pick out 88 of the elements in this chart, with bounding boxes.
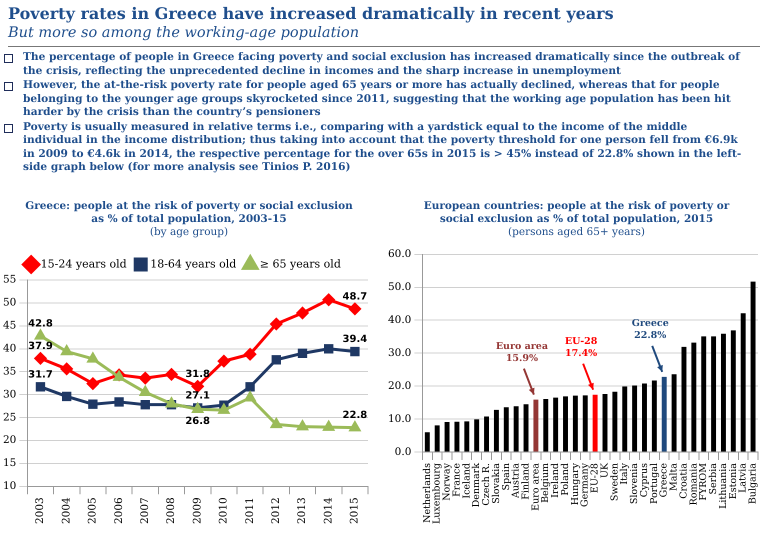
- data-label: 48.7: [342, 291, 368, 302]
- x-tick-label: 2014: [322, 496, 334, 524]
- data-label: 22.8: [342, 410, 368, 422]
- text: The percentage of people in Greece facing poverty and social exclusion has increased dramatically since the outbreak of the crisis, reflecting the unprecedented decline in incomes and the sharp increase in unemployment: [23, 51, 742, 78]
- y-tick-label: 60.0: [388, 248, 412, 260]
- legend-label: 15-24 years old: [40, 257, 127, 270]
- y-tick-label: 20: [2, 434, 16, 446]
- x-tick-label: 2015: [348, 497, 361, 524]
- y-tick-label: 40.0: [388, 314, 412, 326]
- annotation: EU-28 17.4%: [564, 336, 598, 359]
- data-label: 31.8: [185, 368, 210, 380]
- x-tick-label: Italy: [619, 462, 630, 485]
- text: Poverty is usually measured in relative terms i.e., comparing with a yardstick equal to the income of the middle individual in the income distribution; thus taking into account that the poverty threshold for one person fell from €6.9k in 2009 to €4.6k in 2014, the respective percentage for the over 65s in 2015 is > 45% instead of 22.8% shown in the left-side graph below (for more analysis see Tinios P. 2016): [23, 120, 742, 174]
- y-tick-label: 30.0: [388, 346, 412, 359]
- x-tick-label: Greece: [658, 462, 670, 498]
- x-tick-label: Denmark: [471, 462, 482, 508]
- data-label: 37.9: [28, 340, 53, 352]
- x-tick-label: France: [451, 462, 462, 497]
- data-label: 27.1: [185, 390, 210, 402]
- x-tick-label: Luxembourg: [432, 463, 443, 524]
- x-tick-label: 2003: [34, 497, 46, 524]
- x-tick-label: EU-28: [590, 463, 601, 494]
- chart-subtitle: (by age group): [148, 226, 230, 239]
- x-tick-label: Portugal: [648, 463, 660, 504]
- x-tick-label: Germany: [580, 462, 591, 507]
- x-tick-label: Slovakia: [490, 462, 502, 504]
- x-tick-label: Malta: [668, 462, 680, 491]
- x-tick-label: 2010: [218, 497, 230, 524]
- x-tick-label: Austria: [510, 462, 522, 499]
- chart-subtitle: (persons aged 65+ years): [507, 226, 646, 239]
- x-tick-label: Croatia: [678, 462, 690, 499]
- x-tick-label: Bulgaria: [748, 462, 759, 504]
- y-tick-label: 0.0: [394, 446, 412, 458]
- x-tick-label: 2011: [244, 497, 256, 524]
- annotation: Euro area 15.9%: [496, 340, 548, 364]
- x-tick-label: Estonia: [728, 462, 739, 500]
- chart-title: European countries: people at the risk of poverty or social exclusion as % of total population, 2015: [422, 200, 730, 226]
- y-tick-label: 35: [2, 365, 16, 378]
- y-tick-label: 10: [2, 480, 16, 492]
- x-tick-label: Belgium: [540, 463, 552, 503]
- text: However, the at-the-risk poverty rate for people aged 65 years or more has actually declined, whereas that for people belonging to the younger age groups skyrocketed since 2011, suggesting that the working age population has been hit harder by the crisis than the country’s pensioners: [23, 79, 732, 120]
- y-tick-label: 55: [2, 274, 16, 286]
- annotation: Greece 22.8%: [632, 318, 669, 342]
- x-tick-label: 2012: [270, 497, 282, 524]
- y-tick-label: 45: [2, 320, 16, 332]
- x-tick-label: UK: [599, 462, 610, 478]
- y-tick-label: 10.0: [388, 412, 412, 425]
- x-tick-label: Lithuania: [718, 462, 729, 509]
- x-tick-label: 2006: [112, 496, 125, 524]
- x-tick-label: Czech R.: [481, 463, 492, 506]
- chart-title: Greece: people at the risk of poverty or social exclusion as % of total population, 2003-15: [25, 200, 353, 226]
- x-tick-label: FYROM: [698, 462, 710, 501]
- x-tick-label: 2005: [86, 497, 99, 524]
- x-tick-label: 2007: [139, 497, 152, 524]
- x-tick-label: Spain: [500, 463, 512, 490]
- data-label: 31.7: [28, 369, 53, 380]
- text: Poverty rates in Greece have increased dramatically in recent years: [8, 4, 614, 23]
- x-tick-label: Serbia: [708, 462, 720, 495]
- x-tick-label: 2004: [60, 496, 72, 524]
- x-tick-label: Ireland: [550, 463, 562, 498]
- legend-label: ≥ 65 years old: [260, 257, 341, 270]
- x-tick-label: 2009: [191, 497, 204, 524]
- y-tick-label: 50: [2, 296, 16, 309]
- y-tick-label: 40: [2, 342, 16, 354]
- x-tick-label: 2008: [165, 497, 178, 524]
- x-tick-label: Euro area: [530, 462, 542, 511]
- text: But more so among the working-age population: [8, 25, 360, 41]
- x-tick-label: Hungary: [570, 462, 581, 506]
- x-tick-label: Latvia: [738, 462, 749, 493]
- x-tick-label: Poland: [560, 463, 571, 496]
- x-tick-label: Cyprus: [638, 462, 650, 498]
- x-tick-label: Netherlands: [422, 462, 433, 523]
- y-tick-label: 50.0: [388, 280, 412, 293]
- y-tick-label: 20.0: [388, 380, 412, 392]
- x-tick-label: Slovenia: [629, 462, 640, 504]
- x-tick-label: Sweden: [609, 463, 620, 502]
- y-tick-label: 25: [2, 411, 16, 424]
- y-tick-label: 30: [2, 388, 16, 400]
- x-tick-label: Norway: [442, 462, 453, 501]
- x-tick-label: Romania: [688, 462, 700, 506]
- legend-label: 18-64 years old: [150, 257, 236, 270]
- y-tick-label: 15: [2, 457, 16, 470]
- x-tick-label: Finland: [520, 463, 532, 500]
- data-label: 39.4: [342, 334, 368, 346]
- x-tick-label: Iceland: [461, 463, 472, 499]
- data-label: 26.8: [185, 416, 210, 427]
- data-label: 42.8: [28, 318, 53, 330]
- x-tick-label: 2013: [296, 497, 308, 524]
